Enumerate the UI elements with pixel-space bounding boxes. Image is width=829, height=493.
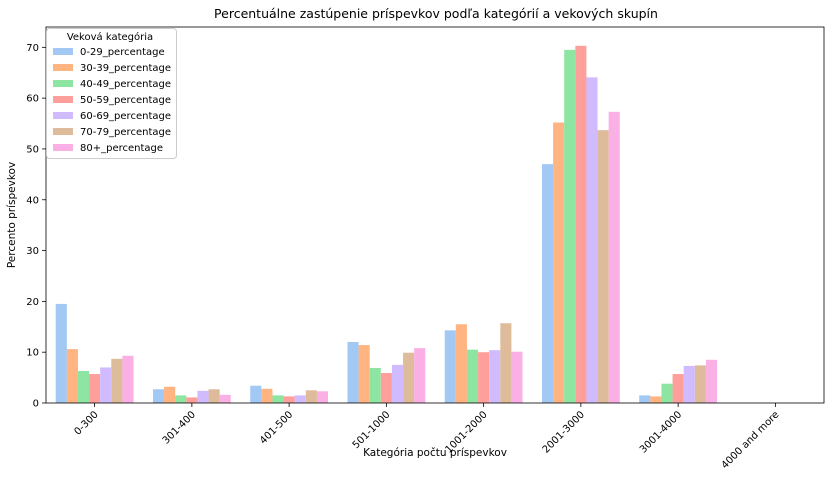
bar-60-69_percentage-401-500 <box>294 395 306 403</box>
chart-title: Percentuálne zastúpenie príspevkov podľa… <box>214 6 658 21</box>
legend-label: 50-59_percentage <box>80 95 171 106</box>
bar-70-79_percentage-0-300 <box>111 358 123 403</box>
y-tick-label: 40 <box>26 195 39 206</box>
y-tick-label: 10 <box>26 348 39 359</box>
legend-title: Veková kategória <box>67 31 153 43</box>
y-tick-label: 30 <box>26 246 39 257</box>
legend-label: 40-49_percentage <box>80 79 171 90</box>
bar-30-39_percentage-401-500 <box>261 388 273 403</box>
legend-swatch <box>53 144 73 151</box>
bar-50-59_percentage-0-300 <box>89 374 101 403</box>
bar-80+_percentage-3001-4000 <box>705 359 718 403</box>
x-tick-label: 501-1000 <box>351 409 393 451</box>
bar-0-29_percentage-3001-4000 <box>639 395 651 403</box>
y-tick-label: 60 <box>26 94 39 105</box>
legend: Veková kategória 0-29_percentage 30-39_pe… <box>46 28 177 159</box>
x-axis: 0-300 301-400 401-500 501-1000 1001-2000 2001… <box>72 403 781 471</box>
bar-40-49_percentage-401-500 <box>272 395 284 403</box>
legend-swatch <box>53 64 73 71</box>
legend-label: 80+_percentage <box>80 143 163 154</box>
bar-40-49_percentage-3001-4000 <box>661 383 673 403</box>
legend-swatch <box>53 80 73 87</box>
legend-swatch <box>53 48 73 55</box>
bar-50-59_percentage-3001-4000 <box>672 374 684 403</box>
bar-70-79_percentage-501-1000 <box>403 352 415 403</box>
x-tick-label: 301-400 <box>161 409 198 446</box>
bar-30-39_percentage-3001-4000 <box>650 396 662 403</box>
bar-0-29_percentage-2001-3000 <box>541 164 554 403</box>
bar-60-69_percentage-501-1000 <box>391 364 404 403</box>
bar-80+_percentage-501-1000 <box>414 348 426 403</box>
y-tick-label: 20 <box>26 297 39 308</box>
legend-label: 70-79_percentage <box>80 127 171 138</box>
bar-0-29_percentage-501-1000 <box>347 342 359 403</box>
bar-40-49_percentage-2001-3000 <box>564 49 576 404</box>
bar-0-29_percentage-1001-2000 <box>444 330 456 403</box>
bar-30-39_percentage-0-300 <box>66 349 78 403</box>
legend-swatch <box>53 112 73 119</box>
bar-70-79_percentage-1001-2000 <box>500 323 512 403</box>
bar-50-59_percentage-401-500 <box>283 396 295 403</box>
bar-50-59_percentage-1001-2000 <box>478 352 490 403</box>
bar-40-49_percentage-501-1000 <box>369 367 381 403</box>
plot-area <box>55 45 718 404</box>
bar-80+_percentage-1001-2000 <box>511 351 523 403</box>
bar-0-29_percentage-401-500 <box>250 385 262 403</box>
y-axis: 0 10 20 30 40 50 60 70 <box>26 43 46 410</box>
legend-swatch <box>53 96 73 103</box>
bar-60-69_percentage-301-400 <box>197 390 209 403</box>
bar-30-39_percentage-1001-2000 <box>455 324 467 403</box>
plot-frame <box>45 26 825 404</box>
bar-30-39_percentage-301-400 <box>164 386 176 403</box>
x-axis-label: Kategória počtu príspevkov <box>363 447 507 459</box>
bar-60-69_percentage-3001-4000 <box>683 365 695 403</box>
bar-40-49_percentage-301-400 <box>175 395 187 403</box>
x-tick-label: 4000 and more <box>720 409 782 471</box>
y-tick-label: 70 <box>26 43 39 54</box>
legend-swatch <box>53 128 73 135</box>
bar-70-79_percentage-401-500 <box>305 390 317 403</box>
bar-80+_percentage-2001-3000 <box>608 111 620 403</box>
legend-box <box>46 28 177 159</box>
bar-40-49_percentage-1001-2000 <box>466 349 479 403</box>
bar-80+_percentage-0-300 <box>122 355 134 403</box>
bar-40-49_percentage-0-300 <box>77 370 90 403</box>
y-tick-label: 0 <box>33 399 39 410</box>
bar-0-29_percentage-0-300 <box>55 303 67 403</box>
x-tick-label: 2001-3000 <box>541 409 587 455</box>
bar-30-39_percentage-501-1000 <box>358 345 370 403</box>
legend-label: 30-39_percentage <box>80 63 171 74</box>
bar-70-79_percentage-301-400 <box>208 389 220 403</box>
x-tick-label: 3001-4000 <box>638 409 684 455</box>
bar-50-59_percentage-2001-3000 <box>575 45 587 404</box>
x-tick-label: 0-300 <box>72 409 100 437</box>
bar-70-79_percentage-3001-4000 <box>694 365 706 403</box>
x-tick-label: 401-500 <box>258 409 295 446</box>
bar-50-59_percentage-501-1000 <box>380 373 392 403</box>
bar-30-39_percentage-2001-3000 <box>553 122 565 404</box>
bar-80+_percentage-301-400 <box>219 394 231 403</box>
bar-60-69_percentage-2001-3000 <box>586 77 598 404</box>
bar-50-59_percentage-301-400 <box>186 397 198 403</box>
bar-70-79_percentage-2001-3000 <box>597 130 609 403</box>
bar-60-69_percentage-1001-2000 <box>489 350 501 403</box>
y-axis-label: Percento príspevkov <box>6 162 18 268</box>
bar-0-29_percentage-301-400 <box>152 389 165 403</box>
y-tick-label: 50 <box>26 144 39 155</box>
bar-80+_percentage-401-500 <box>316 391 329 403</box>
legend-label: 60-69_percentage <box>80 111 171 122</box>
bar-60-69_percentage-0-300 <box>100 367 112 403</box>
legend-label: 0-29_percentage <box>80 47 165 58</box>
